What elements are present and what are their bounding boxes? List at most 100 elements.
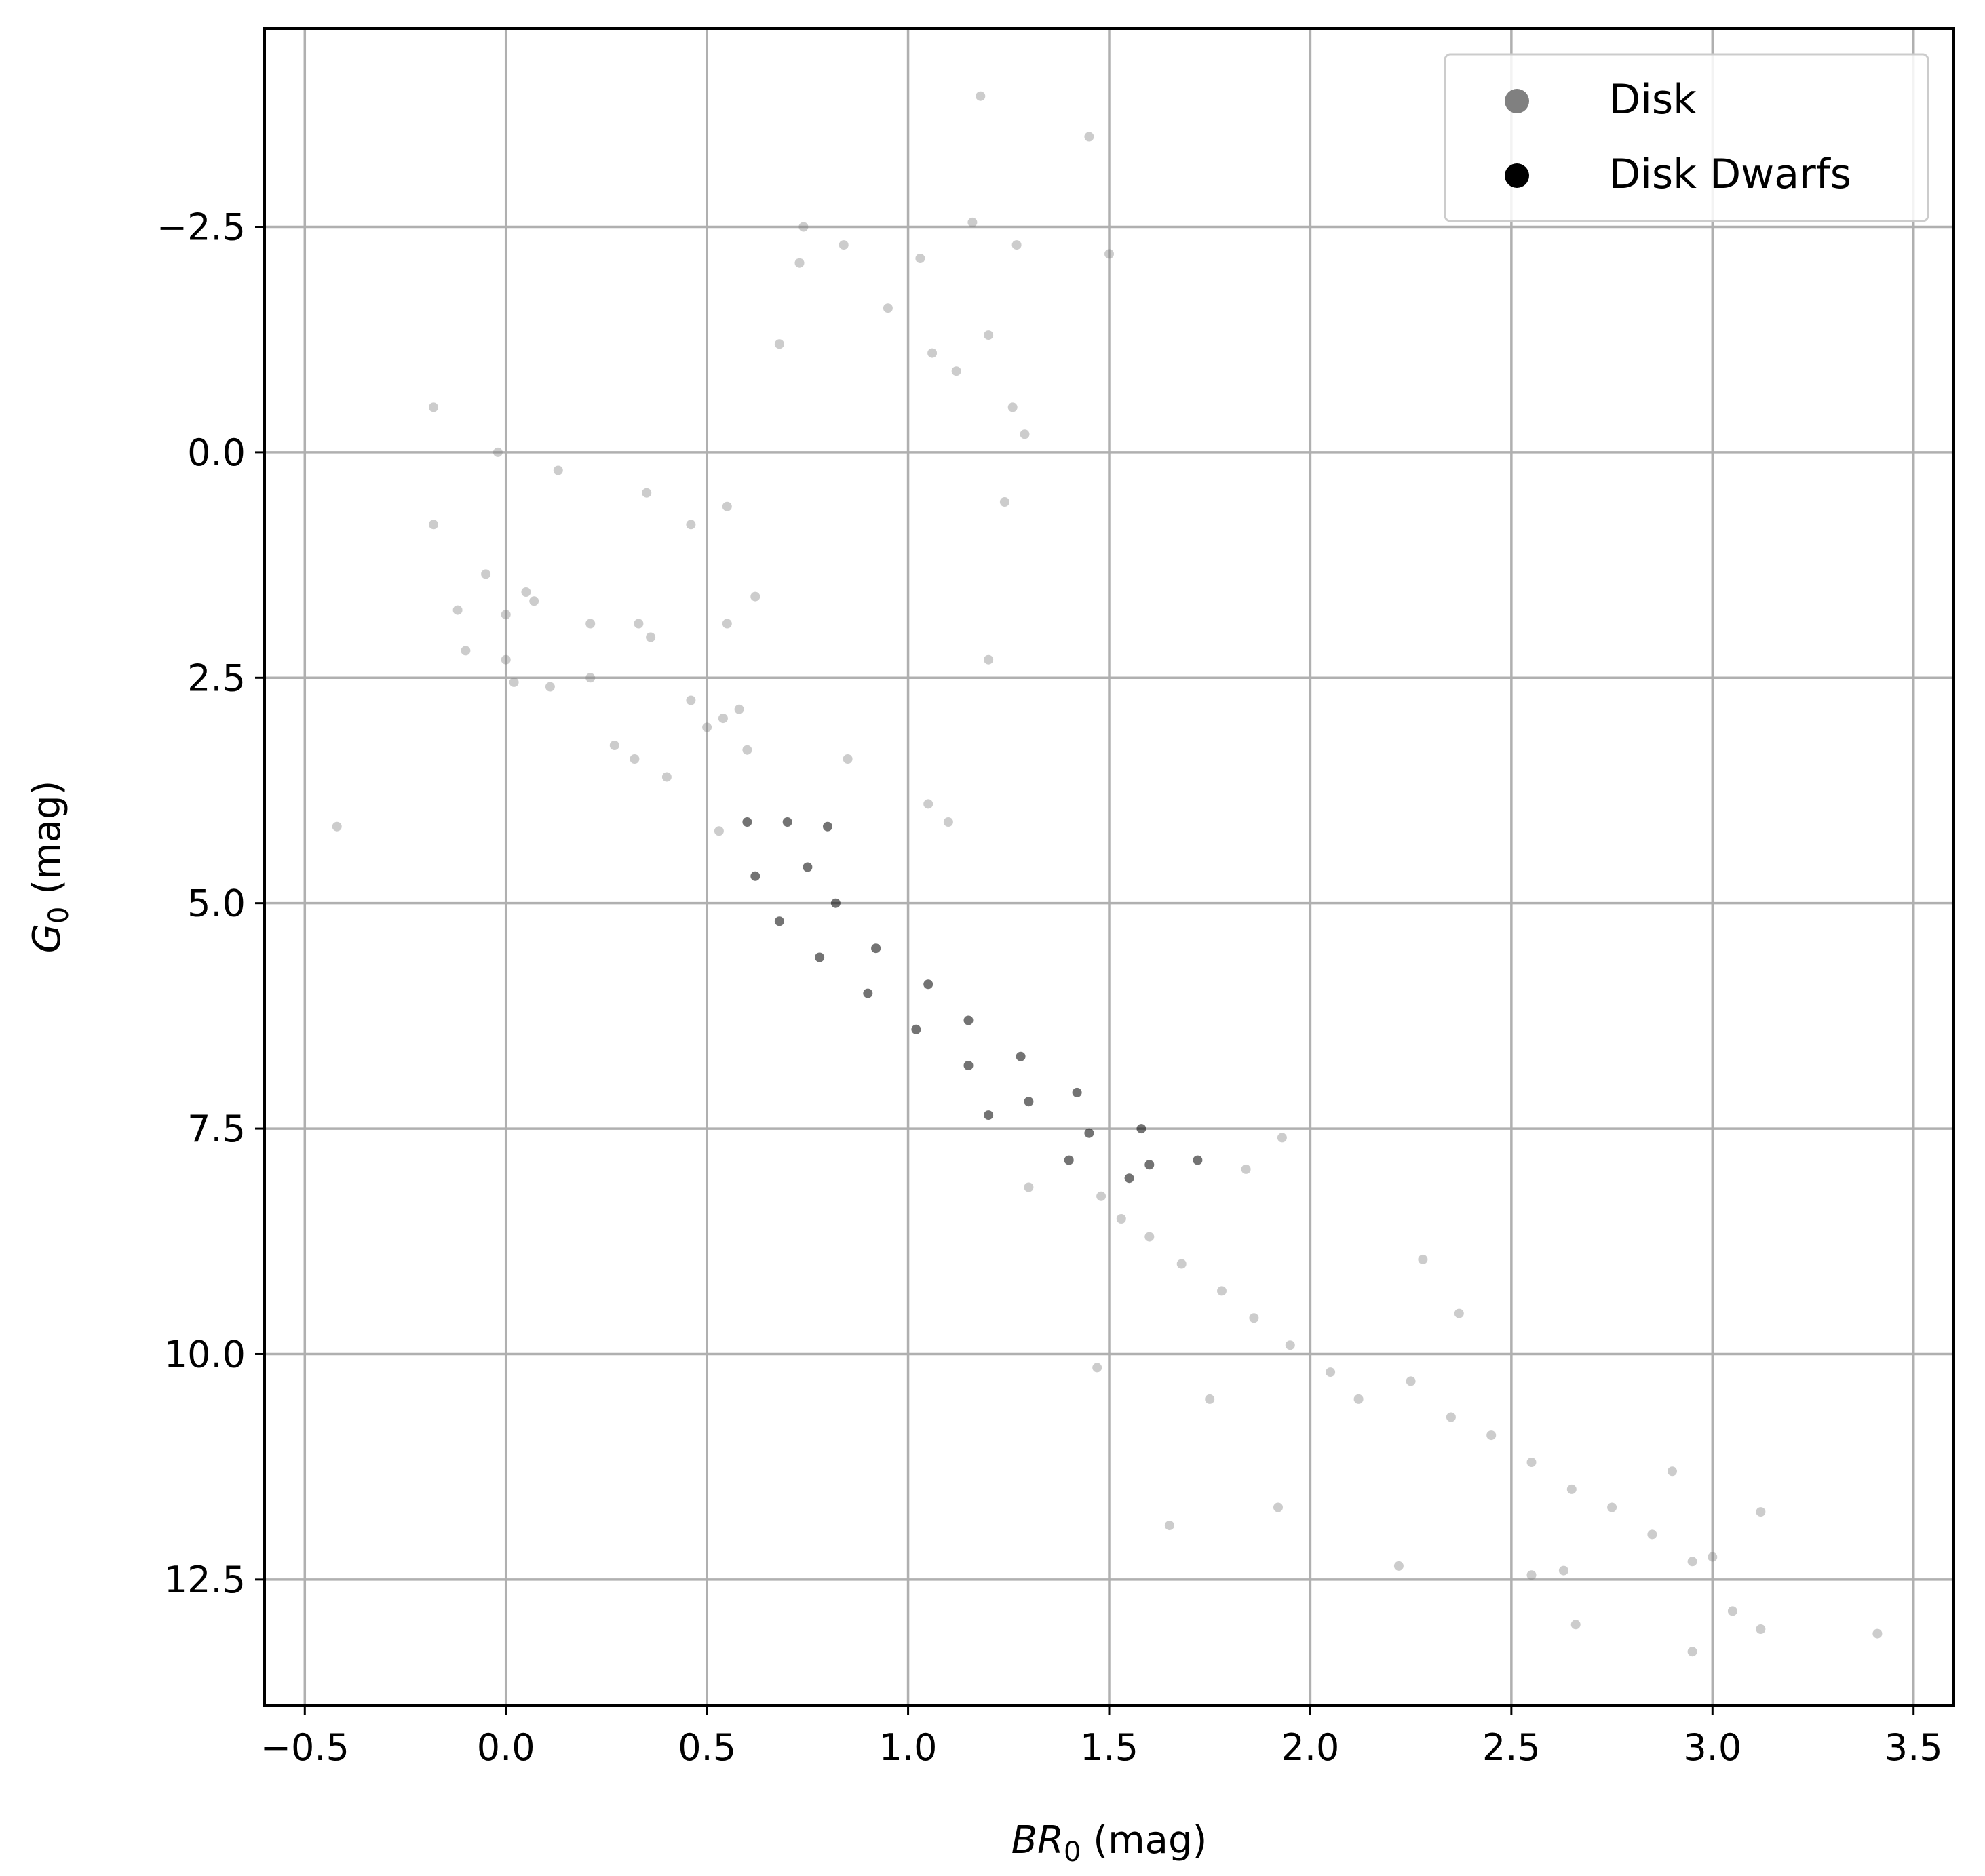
data-points (332, 91, 1883, 1657)
series-disk-dwarfs (742, 817, 1203, 1184)
data-point (951, 366, 961, 376)
data-point (686, 695, 696, 705)
data-point (642, 488, 652, 498)
y-tick-label: 7.5 (187, 1108, 246, 1150)
data-point (1116, 1214, 1126, 1224)
x-axis-label: BR0 (mag) (1011, 1818, 1208, 1868)
data-point (1011, 240, 1022, 250)
x-axis-label-subscript: 0 (1064, 1837, 1081, 1868)
data-point (1668, 1466, 1677, 1477)
data-point (1249, 1313, 1259, 1323)
data-point (1144, 1160, 1155, 1170)
data-point (718, 714, 728, 724)
data-point (493, 447, 503, 457)
x-tick-label: 0.5 (678, 1726, 736, 1769)
data-point (923, 979, 933, 990)
data-point (984, 330, 994, 340)
data-point (794, 258, 805, 268)
data-point (923, 799, 933, 809)
legend-marker-disk-dwarfs (1505, 163, 1529, 188)
data-point (815, 952, 825, 962)
data-point (976, 91, 986, 101)
data-point (714, 826, 724, 836)
data-point (803, 862, 813, 872)
legend: Disk Disk Dwarfs (1444, 53, 1929, 222)
data-point (1016, 1051, 1026, 1061)
data-point (843, 754, 853, 764)
data-point (521, 587, 531, 597)
data-point (1241, 1164, 1251, 1174)
x-axis-label-unit: (mag) (1081, 1818, 1207, 1862)
data-point (501, 610, 511, 620)
data-point (1176, 1259, 1187, 1269)
y-axis-label-base: G (25, 924, 69, 953)
x-tick-label: 3.0 (1683, 1726, 1741, 1769)
x-tick-label: 3.5 (1885, 1726, 1943, 1769)
data-point (452, 605, 463, 615)
series-disk (332, 91, 1883, 1657)
data-point (863, 988, 873, 998)
data-point (646, 632, 656, 642)
y-tick-label: 5.0 (187, 882, 246, 925)
data-point (1092, 1363, 1102, 1373)
data-point (915, 254, 925, 263)
y-axis-label-group: G0 (mag) (25, 781, 75, 954)
data-point (839, 240, 849, 250)
data-point (1486, 1430, 1497, 1441)
data-point (911, 1024, 921, 1034)
data-point (585, 673, 596, 683)
data-point (1007, 402, 1018, 412)
data-point (1353, 1394, 1364, 1404)
y-axis-label: G0 (mag) (25, 781, 75, 954)
data-point (830, 898, 841, 908)
data-point (1024, 1182, 1034, 1192)
data-point (774, 339, 784, 349)
plot-frame (263, 27, 1955, 1707)
data-point (1566, 1484, 1577, 1494)
data-point (750, 871, 760, 881)
data-point (702, 722, 712, 732)
data-point (722, 619, 732, 629)
legend-frame (1444, 53, 1929, 222)
data-point (722, 501, 732, 511)
data-point (1193, 1155, 1203, 1165)
data-point (1446, 1412, 1456, 1422)
data-point (529, 596, 539, 606)
data-point (1217, 1286, 1227, 1296)
data-point (501, 654, 511, 665)
data-point (1708, 1552, 1718, 1562)
data-point (798, 222, 809, 232)
data-point (1205, 1394, 1215, 1404)
data-point (1164, 1521, 1174, 1531)
data-point (774, 916, 784, 926)
data-point (1558, 1565, 1568, 1576)
data-point (1872, 1628, 1883, 1639)
data-point (1024, 1097, 1034, 1107)
x-tick-label: −0.5 (261, 1726, 349, 1769)
data-point (1607, 1502, 1617, 1512)
data-point (1273, 1502, 1283, 1512)
y-axis-label-subscript: 0 (43, 907, 75, 924)
data-point (1136, 1124, 1146, 1134)
data-point (553, 465, 563, 475)
data-point (943, 817, 953, 827)
x-tick-label: 1.0 (879, 1726, 938, 1769)
data-point (963, 1015, 974, 1025)
x-axis-label-base: BR (1011, 1818, 1064, 1862)
y-tick-label: −2.5 (157, 206, 246, 249)
data-point (742, 745, 752, 755)
data-point (1084, 132, 1094, 142)
data-point (1570, 1620, 1581, 1630)
data-point (509, 677, 519, 687)
data-point (750, 591, 760, 602)
data-point (1756, 1507, 1766, 1517)
data-point (1277, 1133, 1287, 1143)
data-point (1418, 1254, 1428, 1264)
data-point (1124, 1173, 1134, 1184)
data-point (1393, 1561, 1404, 1571)
data-point (1020, 429, 1030, 439)
y-axis-label-unit: (mag) (25, 781, 69, 907)
data-point (1326, 1367, 1336, 1377)
data-point (1647, 1529, 1657, 1540)
